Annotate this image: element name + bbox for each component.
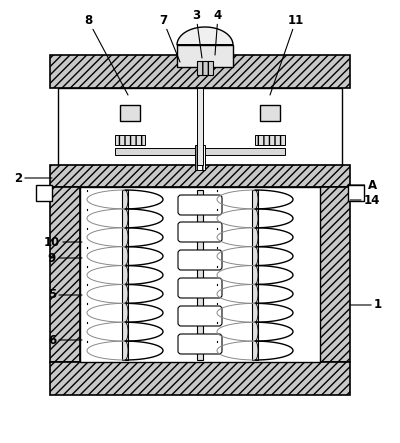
Text: 11: 11 xyxy=(270,13,304,95)
FancyBboxPatch shape xyxy=(178,250,222,270)
Polygon shape xyxy=(177,27,233,45)
Text: 5: 5 xyxy=(48,288,82,302)
FancyBboxPatch shape xyxy=(178,195,222,215)
Text: 14: 14 xyxy=(350,194,380,206)
Bar xyxy=(197,61,213,75)
Bar xyxy=(58,88,342,165)
Text: 9: 9 xyxy=(48,252,82,264)
Bar xyxy=(50,362,350,395)
FancyBboxPatch shape xyxy=(178,222,222,242)
Bar xyxy=(36,185,52,201)
Bar xyxy=(255,135,285,145)
Bar xyxy=(80,187,320,362)
Bar xyxy=(177,45,233,67)
FancyBboxPatch shape xyxy=(178,278,222,298)
FancyBboxPatch shape xyxy=(178,334,222,354)
Bar xyxy=(197,88,203,165)
Bar xyxy=(115,135,145,145)
FancyBboxPatch shape xyxy=(178,306,222,326)
Text: A: A xyxy=(348,179,376,191)
Bar xyxy=(252,190,258,360)
Bar xyxy=(260,105,280,121)
Bar xyxy=(320,187,350,362)
Bar xyxy=(122,190,128,360)
Bar xyxy=(120,105,140,121)
Bar xyxy=(195,145,205,170)
Text: 6: 6 xyxy=(48,334,82,346)
Bar xyxy=(115,148,285,155)
Text: 8: 8 xyxy=(84,13,128,95)
Bar xyxy=(348,185,364,201)
Text: 1: 1 xyxy=(350,299,382,311)
Text: 2: 2 xyxy=(14,171,52,184)
Bar xyxy=(197,190,203,360)
Text: 10: 10 xyxy=(44,236,82,249)
Bar xyxy=(50,187,80,362)
Text: 7: 7 xyxy=(159,13,180,62)
Bar xyxy=(50,55,350,88)
Text: 4: 4 xyxy=(214,8,222,55)
Text: 3: 3 xyxy=(192,8,202,58)
Bar xyxy=(50,165,350,187)
